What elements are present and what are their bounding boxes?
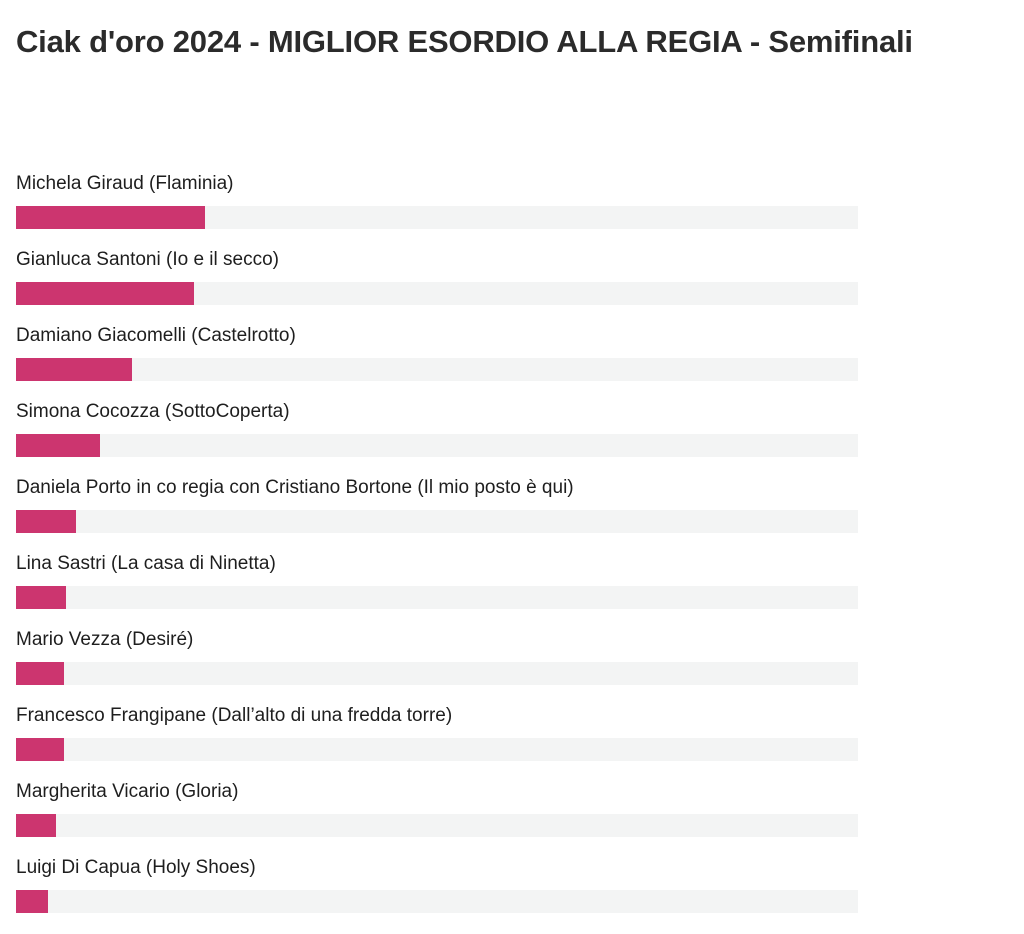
- poll-bar-track: [16, 282, 858, 305]
- poll-bar-track: [16, 510, 858, 533]
- poll-answer-label: Michela Giraud (Flaminia): [16, 173, 234, 194]
- poll-bar-fill: [16, 738, 64, 761]
- poll-bar-track: [16, 890, 858, 913]
- poll-bar-fill: [16, 662, 64, 685]
- poll-bar-track: [16, 206, 858, 229]
- poll-bar-track: [16, 586, 858, 609]
- poll-title: Ciak d'oro 2024 - MIGLIOR ESORDIO ALLA R…: [16, 24, 913, 59]
- poll-bar-track: [16, 814, 858, 837]
- poll-bar-fill: [16, 206, 205, 229]
- poll-bar-fill: [16, 282, 194, 305]
- poll-answer-label: Margherita Vicario (Gloria): [16, 781, 239, 802]
- poll-bar-fill: [16, 814, 56, 837]
- poll-bar-fill: [16, 890, 48, 913]
- poll-answer-label: Gianluca Santoni (Io e il secco): [16, 249, 279, 270]
- poll-answer: Simona Cocozza (SottoCoperta): [16, 396, 858, 472]
- poll-answer-label: Damiano Giacomelli (Castelrotto): [16, 325, 296, 346]
- poll-bar-fill: [16, 434, 101, 457]
- poll-bar-track: [16, 738, 858, 761]
- poll-answer: Daniela Porto in co regia con Cristiano …: [16, 472, 858, 548]
- poll-bar-fill: [16, 358, 133, 381]
- poll-answer: Margherita Vicario (Gloria): [16, 776, 858, 852]
- poll-answer: Francesco Frangipane (Dall’alto di una f…: [16, 700, 858, 776]
- poll-bar-track: [16, 358, 858, 381]
- poll-bar-fill: [16, 510, 76, 533]
- poll-answers-list: Michela Giraud (Flaminia) Gianluca Santo…: [16, 168, 858, 928]
- poll-answer: Mario Vezza (Desiré): [16, 624, 858, 700]
- poll-answer: Gianluca Santoni (Io e il secco): [16, 244, 858, 320]
- poll-answer: Michela Giraud (Flaminia): [16, 168, 858, 244]
- poll-answer: Luigi Di Capua (Holy Shoes): [16, 852, 858, 928]
- poll-answer-label: Mario Vezza (Desiré): [16, 629, 194, 650]
- poll-answer-label: Simona Cocozza (SottoCoperta): [16, 401, 290, 422]
- poll-answer-label: Daniela Porto in co regia con Cristiano …: [16, 477, 574, 498]
- poll-answer: Lina Sastri (La casa di Ninetta): [16, 548, 858, 624]
- poll-answer-label: Francesco Frangipane (Dall’alto di una f…: [16, 705, 453, 726]
- poll-answer: Damiano Giacomelli (Castelrotto): [16, 320, 858, 396]
- poll-bar-fill: [16, 586, 66, 609]
- poll-answer-label: Lina Sastri (La casa di Ninetta): [16, 553, 276, 574]
- poll-bar-track: [16, 662, 858, 685]
- poll-answer-label: Luigi Di Capua (Holy Shoes): [16, 857, 256, 878]
- poll-bar-track: [16, 434, 858, 457]
